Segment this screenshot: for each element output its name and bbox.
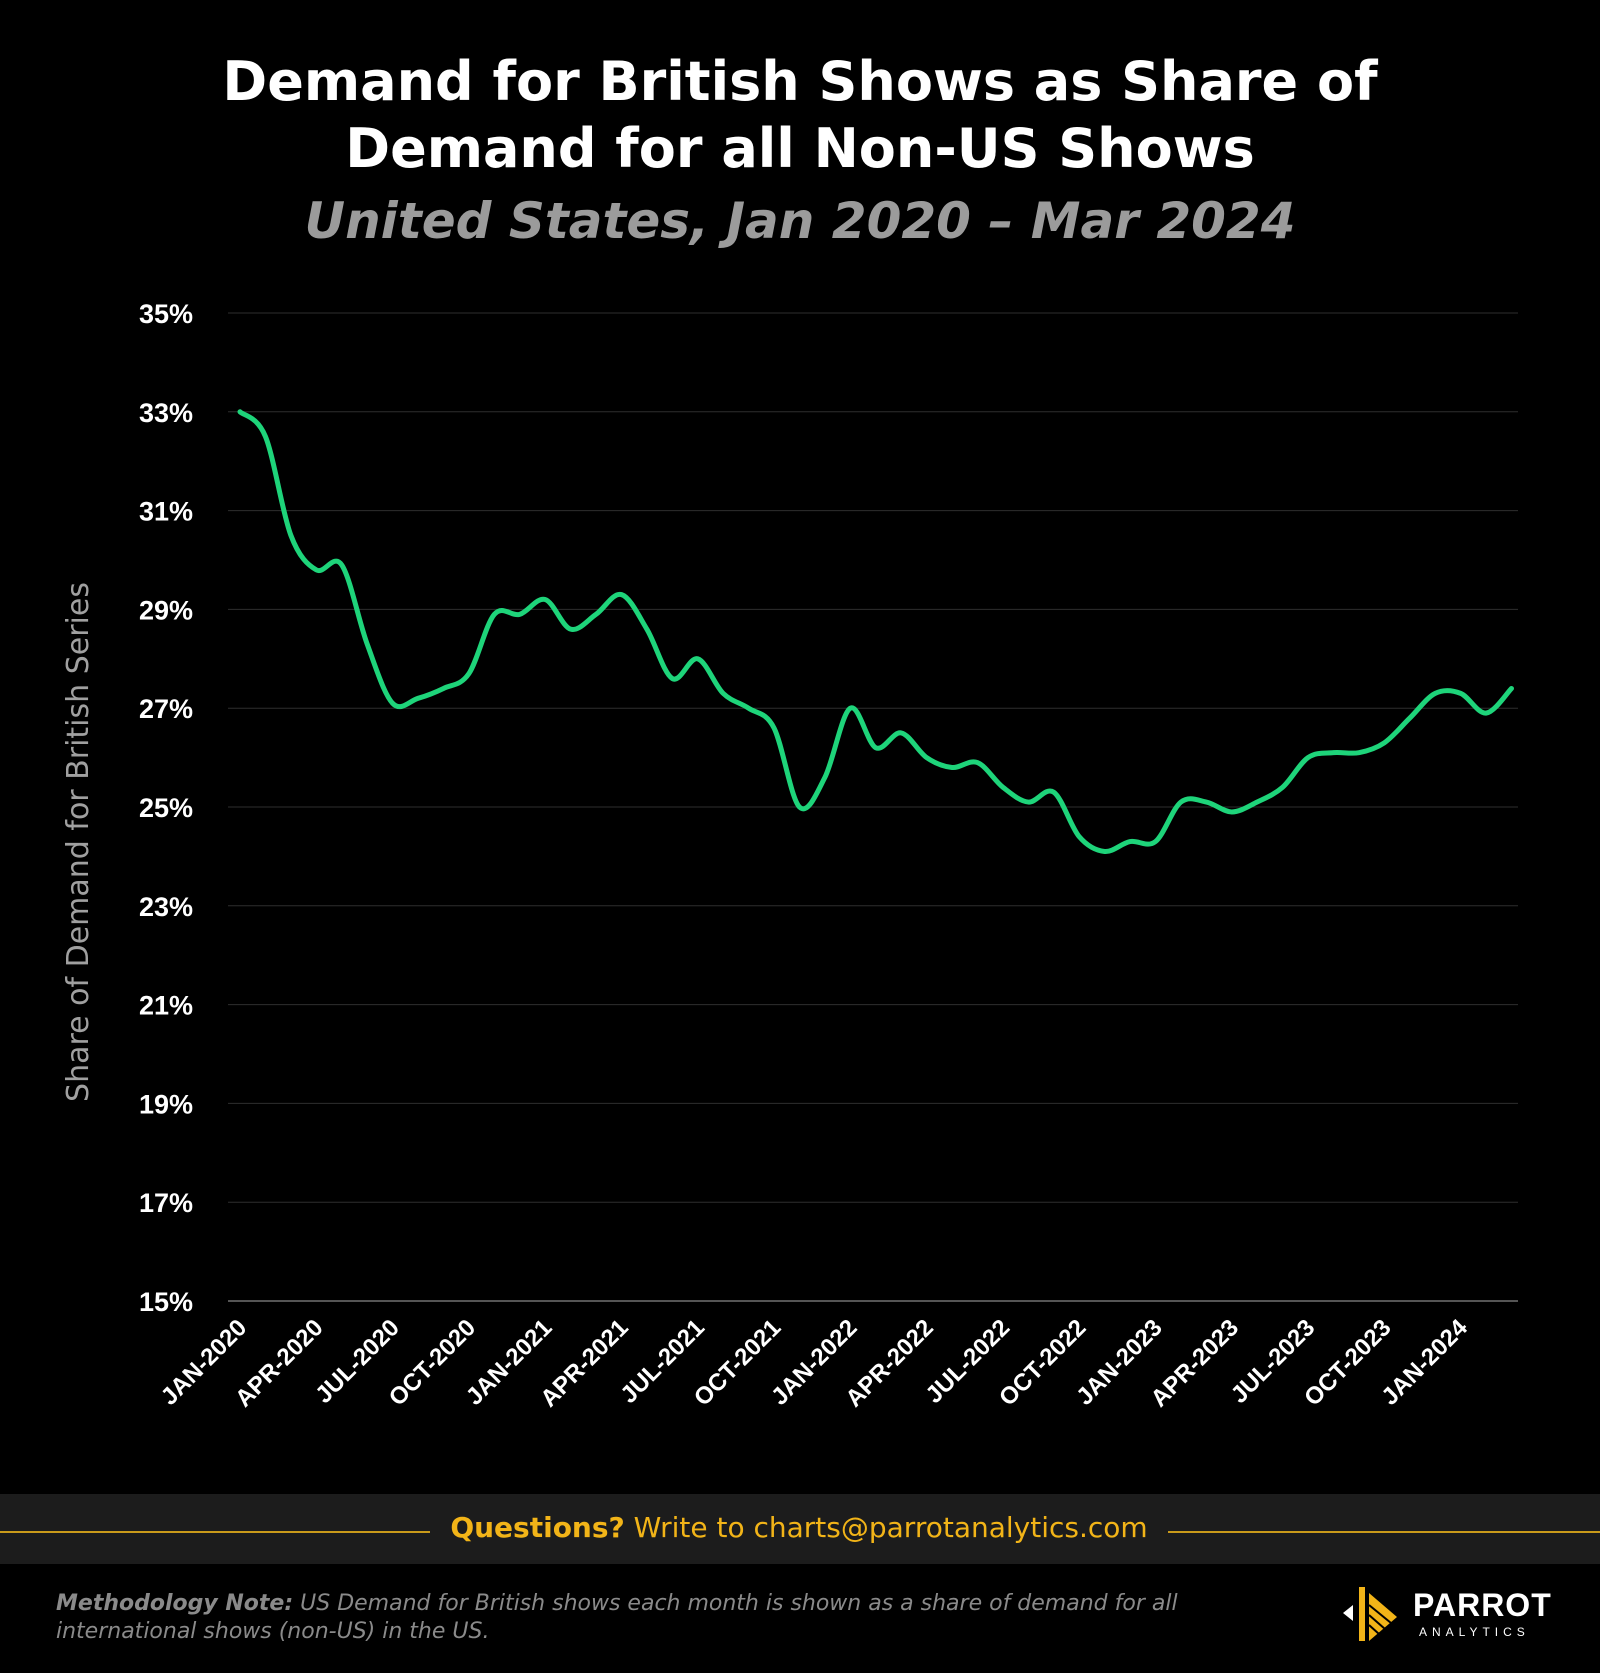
y-tick-label: 15% <box>139 1287 193 1317</box>
y-tick-label: 17% <box>139 1188 193 1218</box>
y-tick-label: 25% <box>139 793 193 823</box>
y-axis-label: Share of Demand for British Series <box>61 582 96 1102</box>
x-axis-ticks: JAN-2020APR-2020JUL-2020OCT-2020JAN-2021… <box>156 1314 1474 1413</box>
y-tick-label: 33% <box>139 398 193 428</box>
y-tick-label: 23% <box>139 892 193 922</box>
series-line <box>237 409 1514 854</box>
methodology-note: Methodology Note: US Demand for British … <box>56 1590 1206 1646</box>
y-tick-label: 19% <box>139 1089 193 1119</box>
footer-divider-left <box>0 1531 430 1533</box>
y-tick-label: 21% <box>139 991 193 1021</box>
line-chart: 15% 17% 19% 21% 23% 25% 27% 29% 31% 33% 35% JAN-20… <box>61 299 1518 1413</box>
y-axis-ticks: 15% 17% 19% 21% 23% 25% 27% 29% 31% 33% 35% <box>139 299 193 1317</box>
gridlines <box>228 312 1518 1302</box>
footer-divider-right <box>1168 1531 1600 1533</box>
y-tick-label: 27% <box>139 694 193 724</box>
parrot-logo-icon <box>1343 1587 1397 1641</box>
title-line-2: Demand for all Non-US Shows <box>345 117 1255 180</box>
y-tick-label: 31% <box>139 497 193 527</box>
y-tick-label: 29% <box>139 595 193 625</box>
contact-email[interactable]: Write to charts@parrotanalytics.com <box>624 1511 1148 1544</box>
footer-band <box>0 1494 1600 1564</box>
logo-name: PARROT <box>1413 1587 1552 1623</box>
chart-subtitle: United States, Jan 2020 – Mar 2024 <box>304 192 1296 250</box>
logo-subtitle: ANALYTICS <box>1419 1625 1530 1639</box>
title-line-1: Demand for British Shows as Share of <box>222 50 1378 113</box>
contact-line: Questions? Write to charts@parrotanalyti… <box>430 1508 1168 1548</box>
y-tick-label: 35% <box>139 299 193 329</box>
methodology-label: Methodology Note: <box>56 1591 294 1616</box>
chart-title: Demand for British Shows as Share of Dem… <box>0 48 1600 182</box>
series <box>237 409 1514 854</box>
questions-label: Questions? <box>450 1511 625 1544</box>
methodology-text: US Demand for British shows each month i… <box>56 1591 1178 1644</box>
parrot-analytics-logo: PARROT ANALYTICS <box>1335 1583 1555 1645</box>
